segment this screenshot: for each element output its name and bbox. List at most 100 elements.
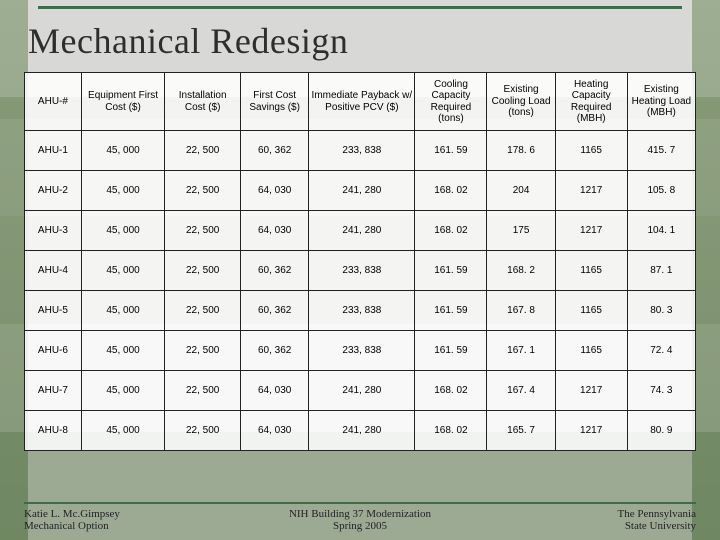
cell: 22, 500 bbox=[165, 171, 241, 211]
cell: 1165 bbox=[555, 331, 627, 371]
cell: 233, 838 bbox=[309, 331, 415, 371]
footer-term: Spring 2005 bbox=[194, 520, 526, 532]
cell: 22, 500 bbox=[165, 411, 241, 451]
cell: 80. 9 bbox=[627, 411, 695, 451]
cell: 161. 59 bbox=[415, 131, 487, 171]
col-header: Cooling Capacity Required (tons) bbox=[415, 73, 487, 131]
cell: 1217 bbox=[555, 171, 627, 211]
footer: Katie L. Mc.Gimpsey Mechanical Option NI… bbox=[24, 502, 696, 532]
cell: AHU-2 bbox=[25, 171, 82, 211]
table-row: AHU-545, 00022, 50060, 362233, 838161. 5… bbox=[25, 291, 696, 331]
col-header: First Cost Savings ($) bbox=[241, 73, 309, 131]
page-title: Mechanical Redesign bbox=[28, 20, 696, 62]
cell: 87. 1 bbox=[627, 251, 695, 291]
cell: 60, 362 bbox=[241, 131, 309, 171]
cell: 168. 02 bbox=[415, 211, 487, 251]
cell: AHU-5 bbox=[25, 291, 82, 331]
cell: 241, 280 bbox=[309, 411, 415, 451]
cell: 22, 500 bbox=[165, 131, 241, 171]
cell: 45, 000 bbox=[81, 331, 164, 371]
cell: 241, 280 bbox=[309, 171, 415, 211]
footer-university-l1: The Pennsylvania bbox=[526, 508, 696, 520]
table-row: AHU-345, 00022, 50064, 030241, 280168. 0… bbox=[25, 211, 696, 251]
cell: 233, 838 bbox=[309, 131, 415, 171]
cell: 167. 1 bbox=[487, 331, 555, 371]
table-row: AHU-745, 00022, 50064, 030241, 280168. 0… bbox=[25, 371, 696, 411]
table-row: AHU-245, 00022, 50064, 030241, 280168. 0… bbox=[25, 171, 696, 211]
cell: 45, 000 bbox=[81, 171, 164, 211]
cell: 105. 8 bbox=[627, 171, 695, 211]
table-header-row: AHU-# Equipment First Cost ($) Installat… bbox=[25, 73, 696, 131]
cell: AHU-6 bbox=[25, 331, 82, 371]
cell: 165. 7 bbox=[487, 411, 555, 451]
cell: 45, 000 bbox=[81, 251, 164, 291]
cell: 1217 bbox=[555, 211, 627, 251]
cell: 22, 500 bbox=[165, 251, 241, 291]
cell: AHU-1 bbox=[25, 131, 82, 171]
cell: 60, 362 bbox=[241, 251, 309, 291]
footer-option: Mechanical Option bbox=[24, 520, 194, 532]
cell: 45, 000 bbox=[81, 291, 164, 331]
cell: 175 bbox=[487, 211, 555, 251]
footer-project: NIH Building 37 Modernization bbox=[194, 508, 526, 520]
cell: AHU-7 bbox=[25, 371, 82, 411]
footer-author: Katie L. Mc.Gimpsey bbox=[24, 508, 194, 520]
cell: 233, 838 bbox=[309, 251, 415, 291]
cell: 241, 280 bbox=[309, 371, 415, 411]
col-header: Heating Capacity Required (MBH) bbox=[555, 73, 627, 131]
cell: 168. 02 bbox=[415, 411, 487, 451]
cell: 168. 02 bbox=[415, 371, 487, 411]
table-row: AHU-645, 00022, 50060, 362233, 838161. 5… bbox=[25, 331, 696, 371]
cell: 168. 02 bbox=[415, 171, 487, 211]
cell: 241, 280 bbox=[309, 211, 415, 251]
col-header: Existing Cooling Load (tons) bbox=[487, 73, 555, 131]
cell: 74. 3 bbox=[627, 371, 695, 411]
cell: 1165 bbox=[555, 131, 627, 171]
cell: 415. 7 bbox=[627, 131, 695, 171]
col-header: Immediate Payback w/ Positive PCV ($) bbox=[309, 73, 415, 131]
cell: 64, 030 bbox=[241, 411, 309, 451]
cell: 60, 362 bbox=[241, 291, 309, 331]
cell: 167. 4 bbox=[487, 371, 555, 411]
table-row: AHU-845, 00022, 50064, 030241, 280168. 0… bbox=[25, 411, 696, 451]
col-header: Installation Cost ($) bbox=[165, 73, 241, 131]
table-body: AHU-145, 00022, 50060, 362233, 838161. 5… bbox=[25, 131, 696, 451]
table-row: AHU-445, 00022, 50060, 362233, 838161. 5… bbox=[25, 251, 696, 291]
cell: AHU-4 bbox=[25, 251, 82, 291]
cell: 45, 000 bbox=[81, 131, 164, 171]
cell: 22, 500 bbox=[165, 331, 241, 371]
cell: 1217 bbox=[555, 411, 627, 451]
cell: 1217 bbox=[555, 371, 627, 411]
cell: 233, 838 bbox=[309, 291, 415, 331]
footer-center: NIH Building 37 Modernization Spring 200… bbox=[194, 508, 526, 532]
footer-right: The Pennsylvania State University bbox=[526, 508, 696, 532]
table-row: AHU-145, 00022, 50060, 362233, 838161. 5… bbox=[25, 131, 696, 171]
cell: 45, 000 bbox=[81, 411, 164, 451]
cell: 161. 59 bbox=[415, 291, 487, 331]
cell: 45, 000 bbox=[81, 371, 164, 411]
cell: 45, 000 bbox=[81, 211, 164, 251]
slide: Mechanical Redesign AHU-# Equipment Firs… bbox=[0, 0, 720, 540]
ahu-table: AHU-# Equipment First Cost ($) Installat… bbox=[24, 72, 696, 451]
cell: 80. 3 bbox=[627, 291, 695, 331]
cell: 22, 500 bbox=[165, 371, 241, 411]
cell: 64, 030 bbox=[241, 371, 309, 411]
cell: 168. 2 bbox=[487, 251, 555, 291]
cell: 204 bbox=[487, 171, 555, 211]
cell: 161. 59 bbox=[415, 331, 487, 371]
cell: 1165 bbox=[555, 251, 627, 291]
cell: 178. 6 bbox=[487, 131, 555, 171]
col-header: Existing Heating Load (MBH) bbox=[627, 73, 695, 131]
cell: 64, 030 bbox=[241, 211, 309, 251]
cell: 1165 bbox=[555, 291, 627, 331]
cell: AHU-8 bbox=[25, 411, 82, 451]
cell: 64, 030 bbox=[241, 171, 309, 211]
cell: AHU-3 bbox=[25, 211, 82, 251]
accent-rule-top bbox=[38, 6, 682, 9]
footer-university-l2: State University bbox=[526, 520, 696, 532]
cell: 22, 500 bbox=[165, 211, 241, 251]
cell: 72. 4 bbox=[627, 331, 695, 371]
cell: 167. 8 bbox=[487, 291, 555, 331]
footer-left: Katie L. Mc.Gimpsey Mechanical Option bbox=[24, 508, 194, 532]
col-header: AHU-# bbox=[25, 73, 82, 131]
